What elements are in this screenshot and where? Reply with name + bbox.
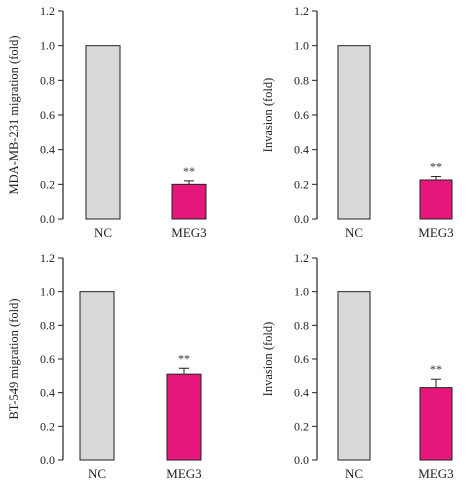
panel2-y-tick-label: 0.8 <box>294 73 309 87</box>
panel4-bar-nc <box>337 291 371 461</box>
panel2-category-label-meg3: MEG3 <box>418 225 453 240</box>
panel3-y-axis-title: BT-549 migration (fold) <box>7 298 21 419</box>
panel1-category-label-nc: NC <box>94 225 112 240</box>
panel2-bar-meg3 <box>419 179 453 220</box>
panel3-y-tick-label: 1.0 <box>40 285 55 299</box>
panel4-y-tick-label: 1.2 <box>294 251 309 265</box>
panel3-bar-nc <box>79 291 115 461</box>
panel2-y-tick-label: 0.4 <box>294 143 309 157</box>
panel4-significance-label: ** <box>430 362 442 376</box>
panel3-y-tick-label: 0.0 <box>40 453 55 467</box>
panel4-y-tick-label: 0.2 <box>294 419 309 433</box>
panel4-y-tick-label: 0.6 <box>294 352 309 366</box>
panel3-category-label-meg3: MEG3 <box>166 466 201 481</box>
panel4-y-tick-label: 0.4 <box>294 386 309 400</box>
panel4-y-axis-title: Invasion (fold) <box>261 322 275 397</box>
panel1-category-label-meg3: MEG3 <box>171 225 206 240</box>
panel3-category-label-nc: NC <box>88 466 106 481</box>
panel3-y-tick-label: 0.6 <box>40 352 55 366</box>
panel3-y-tick-label: 0.4 <box>40 386 55 400</box>
panel2-bar-nc <box>337 45 371 220</box>
panel4-y-tick-label: 0.8 <box>294 318 309 332</box>
panel4-category-label-nc: NC <box>345 466 363 481</box>
panel1-bar-nc <box>85 45 121 220</box>
panel1-y-tick-label: 0.2 <box>40 177 55 191</box>
panel3-bar-meg3 <box>166 373 202 461</box>
panel3-significance-label: ** <box>178 351 190 365</box>
panel2-y-tick-label: 0.0 <box>294 212 309 226</box>
panel1-y-tick-label: 0.6 <box>40 108 55 122</box>
panel2-y-tick-label: 1.0 <box>294 39 309 53</box>
panel3-y-tick-label: 1.2 <box>40 251 55 265</box>
panel4-bar-meg3 <box>419 387 453 461</box>
panel1-y-tick-label: 0.4 <box>40 143 55 157</box>
panel4-y-tick-label: 1.0 <box>294 285 309 299</box>
panel1-significance-label: ** <box>183 164 195 178</box>
panel1-y-tick-label: 1.2 <box>40 4 55 18</box>
panel1-y-tick-label: 0.0 <box>40 212 55 226</box>
panel1-y-axis-title: MDA-MB-231 migration (fold) <box>7 35 21 194</box>
panel3-y-tick-label: 0.2 <box>40 419 55 433</box>
panel3-y-tick-label: 0.8 <box>40 318 55 332</box>
panel4-category-label-meg3: MEG3 <box>418 466 453 481</box>
panel2-y-tick-label: 1.2 <box>294 4 309 18</box>
panel1-y-tick-label: 0.8 <box>40 73 55 87</box>
panel4-y-tick-label: 0.0 <box>294 453 309 467</box>
panel2-y-axis-title: Invasion (fold) <box>261 78 275 153</box>
panel1-bar-meg3 <box>171 183 207 220</box>
panel2-significance-label: ** <box>430 160 442 174</box>
panel2-category-label-nc: NC <box>345 225 363 240</box>
panel2-y-tick-label: 0.6 <box>294 108 309 122</box>
panel2-y-tick-label: 0.2 <box>294 177 309 191</box>
panel1-y-tick-label: 1.0 <box>40 39 55 53</box>
